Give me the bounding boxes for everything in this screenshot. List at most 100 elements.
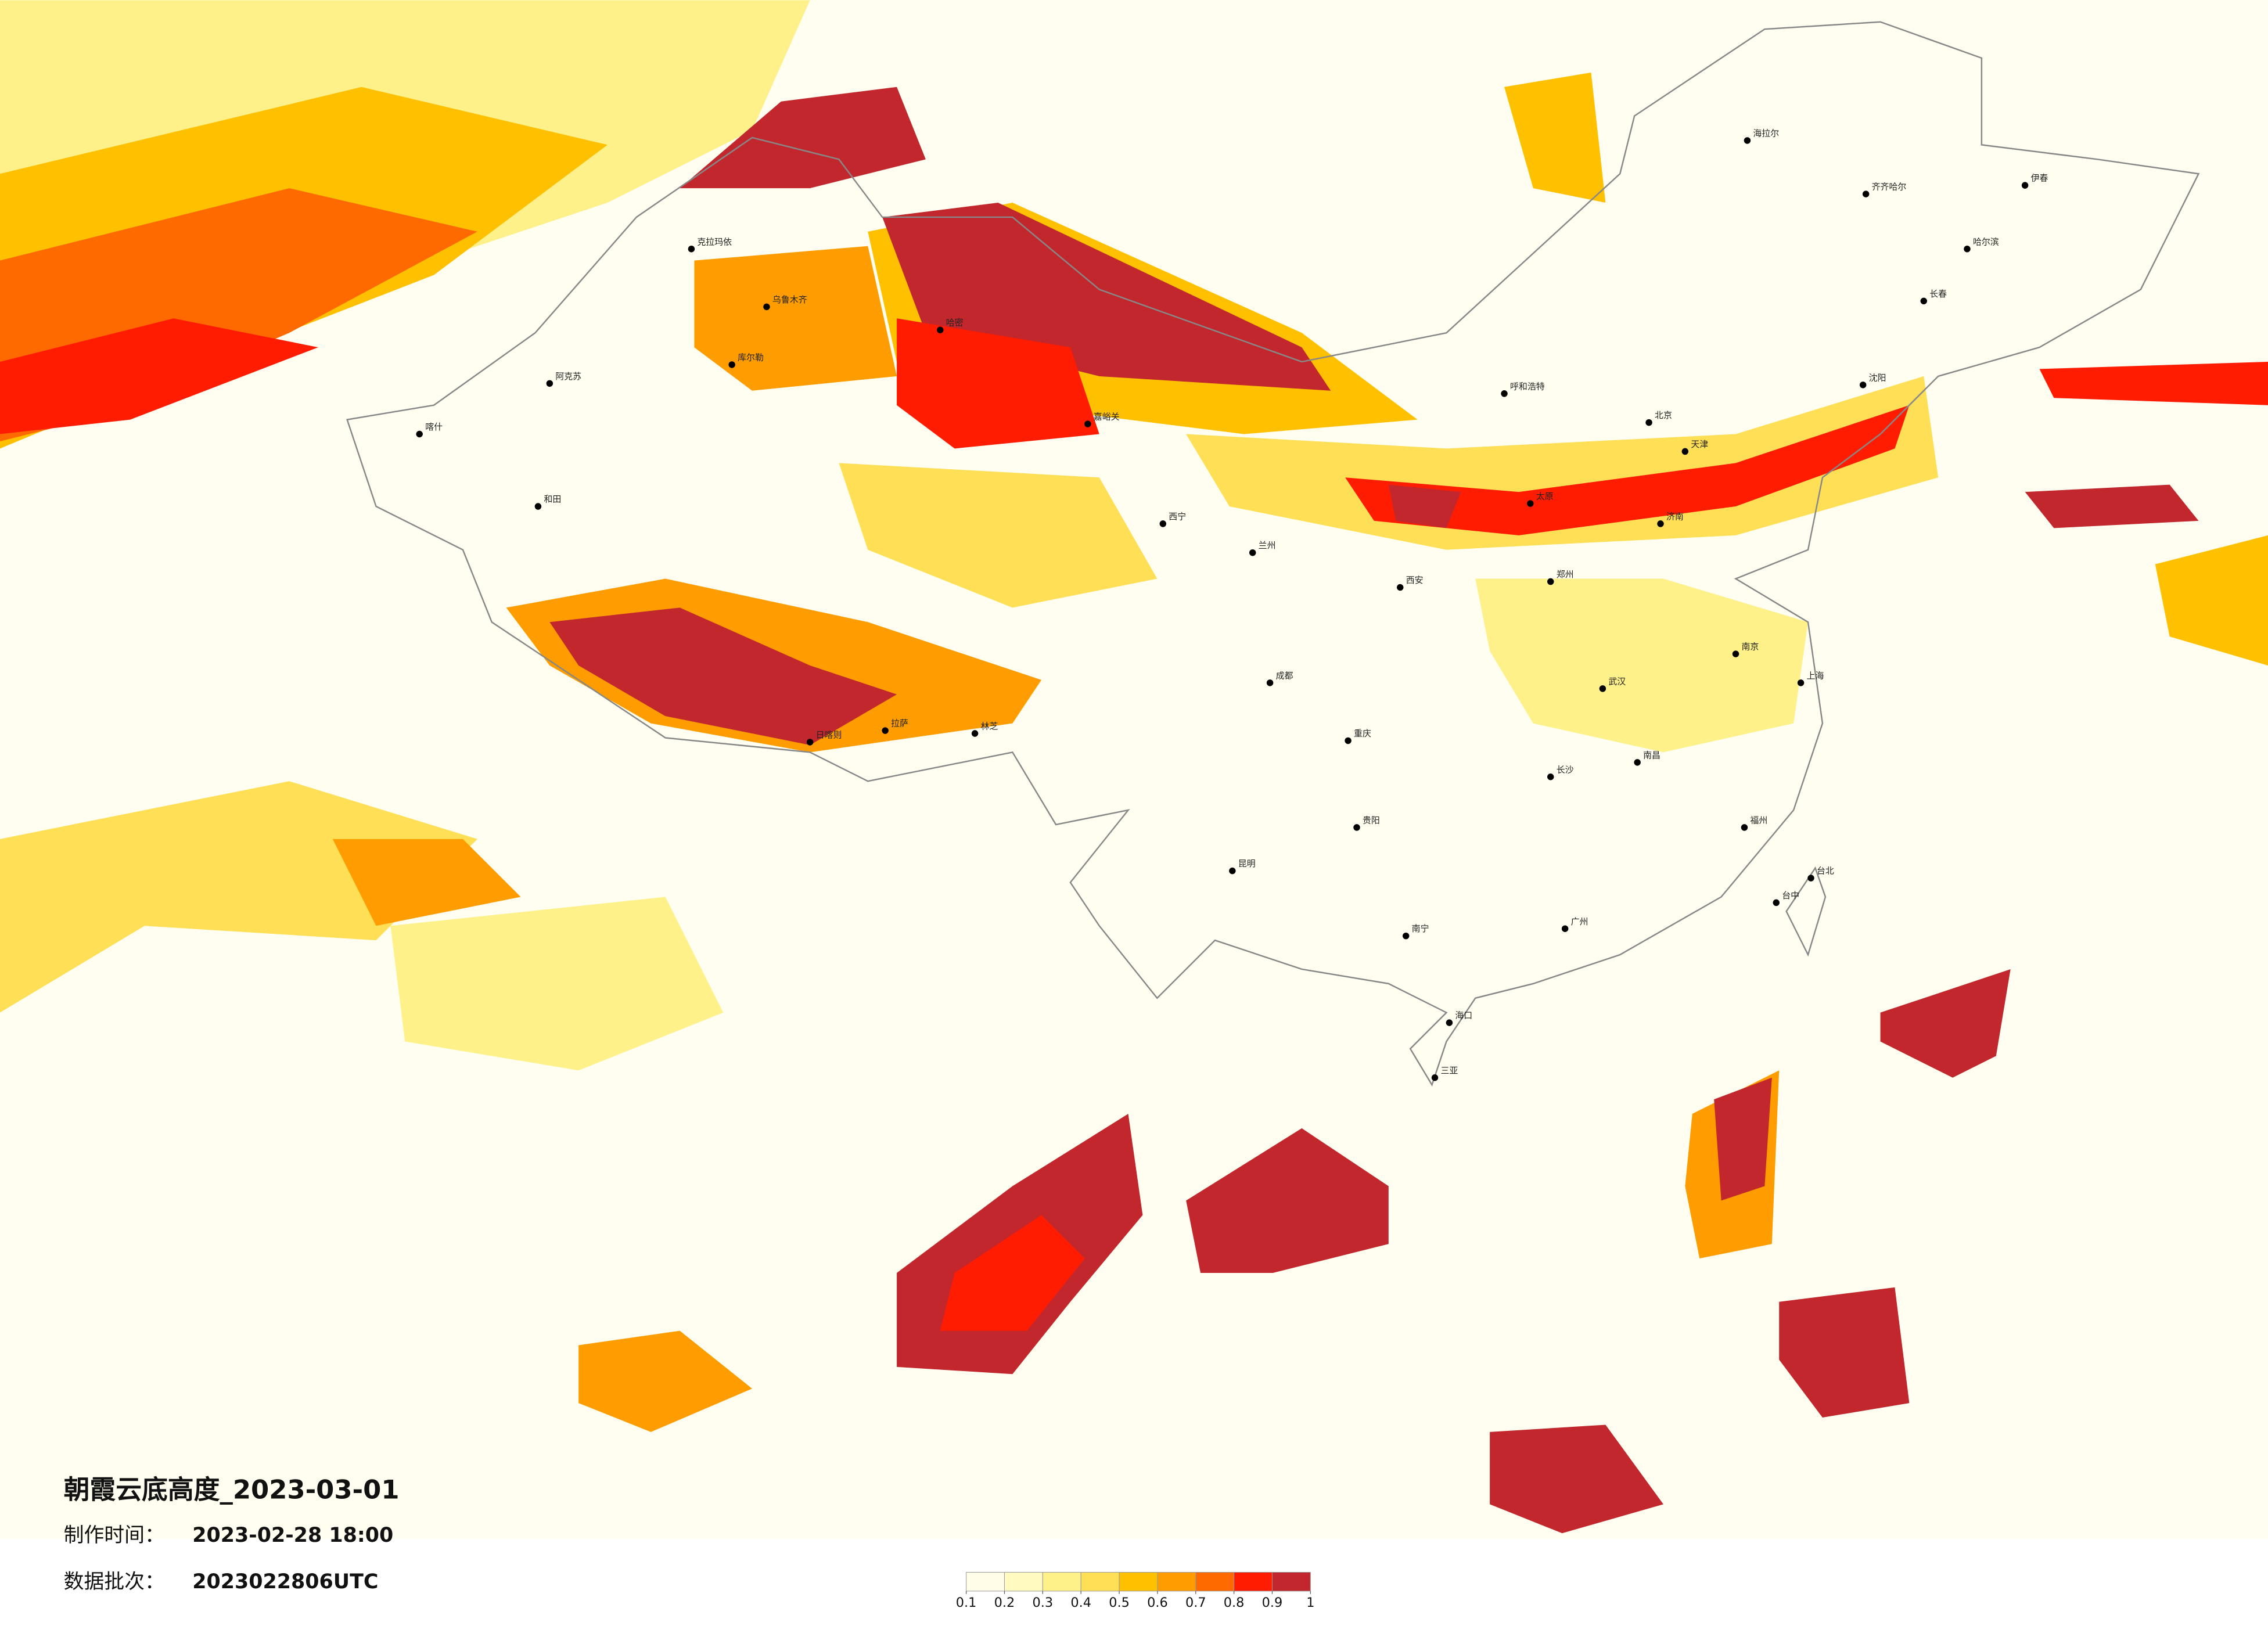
city-dot bbox=[1773, 899, 1780, 906]
city-label: 乌鲁木齐 bbox=[772, 294, 807, 305]
city-dot bbox=[2021, 182, 2029, 189]
city-label: 成都 bbox=[1276, 670, 1293, 681]
colorbar-swatch bbox=[1004, 1571, 1043, 1592]
city-label: 北京 bbox=[1655, 410, 1672, 420]
city-dot bbox=[1266, 679, 1274, 686]
city-label: 台中 bbox=[1782, 890, 1799, 901]
city-label: 长春 bbox=[1929, 289, 1947, 299]
colorbar-swatch bbox=[1080, 1571, 1120, 1592]
map-title: 朝霞云底高度_2023-03-01 bbox=[64, 1474, 400, 1505]
taiwan-border bbox=[1785, 866, 1827, 957]
city-label: 兰州 bbox=[1259, 540, 1276, 551]
city-dot bbox=[1797, 679, 1805, 686]
city-label: 沈阳 bbox=[1869, 372, 1886, 383]
city-label: 海口 bbox=[1455, 1010, 1472, 1021]
city-dot bbox=[1159, 520, 1167, 527]
city-label: 昆明 bbox=[1238, 858, 1256, 869]
city-dot bbox=[1249, 549, 1256, 556]
colorbar-swatch bbox=[1195, 1571, 1235, 1592]
city-label: 拉萨 bbox=[891, 718, 908, 729]
city-dot bbox=[1397, 584, 1404, 591]
city-label: 武汉 bbox=[1608, 676, 1626, 686]
city-dot bbox=[1353, 824, 1360, 831]
made-time: 2023-02-28 18:00 bbox=[192, 1524, 393, 1547]
city-label: 重庆 bbox=[1354, 728, 1371, 739]
colorbar-tick-label: 0.2 bbox=[994, 1595, 1015, 1610]
city-label: 海拉尔 bbox=[1753, 128, 1779, 138]
colorbar-tick-label: 0.6 bbox=[1147, 1595, 1168, 1610]
city-dot bbox=[937, 326, 944, 333]
city-label: 库尔勒 bbox=[738, 352, 764, 362]
city-dot bbox=[1446, 1019, 1453, 1026]
city-label: 嘉峪关 bbox=[1094, 412, 1120, 422]
colorbar-swatch bbox=[1234, 1571, 1273, 1592]
city-label: 西宁 bbox=[1169, 511, 1186, 521]
city-label: 南宁 bbox=[1412, 923, 1429, 934]
city-label: 哈尔滨 bbox=[1973, 236, 1999, 247]
city-dot bbox=[806, 739, 814, 746]
colorbar-swatch bbox=[1271, 1571, 1311, 1592]
city-dot bbox=[1964, 246, 1971, 253]
city-label: 郑州 bbox=[1557, 569, 1574, 580]
city-label: 伊春 bbox=[2031, 173, 2048, 184]
city-label: 贵阳 bbox=[1363, 815, 1380, 825]
city-label: 上海 bbox=[1807, 670, 1824, 681]
city-dot bbox=[1634, 759, 1641, 766]
city-dot bbox=[546, 380, 553, 387]
city-dot bbox=[1561, 925, 1569, 932]
city-label: 克拉玛依 bbox=[697, 236, 732, 247]
city-label: 天津 bbox=[1691, 439, 1708, 449]
city-dot bbox=[1084, 420, 1091, 427]
city-dot bbox=[688, 246, 695, 253]
city-dot bbox=[1527, 500, 1534, 507]
city-label: 西安 bbox=[1406, 575, 1424, 585]
colorbar-tick-label: 0.3 bbox=[1033, 1595, 1054, 1610]
country-border bbox=[346, 21, 2200, 1087]
city-label: 日喀则 bbox=[816, 729, 842, 740]
colorbar-tick-label: 0.1 bbox=[956, 1595, 977, 1610]
city-dot bbox=[1859, 382, 1867, 388]
city-label: 南京 bbox=[1741, 642, 1759, 652]
city-dot bbox=[1732, 650, 1739, 657]
city-dot bbox=[1599, 685, 1606, 692]
colorbar: 0.1 0.2 0.3 0.4 0.5 0.6 0.7 0.8 0.9 1 bbox=[956, 1571, 1314, 1610]
city-label: 呼和浩特 bbox=[1510, 381, 1545, 391]
city-dot bbox=[1681, 448, 1689, 455]
city-label: 和田 bbox=[544, 494, 561, 505]
city-label: 三亚 bbox=[1440, 1065, 1458, 1075]
city-dot bbox=[1807, 875, 1814, 882]
city-label: 齐齐哈尔 bbox=[1872, 182, 1907, 192]
city-dot bbox=[728, 361, 735, 368]
city-dot bbox=[1657, 520, 1664, 527]
made-label: 制作时间： bbox=[64, 1524, 165, 1547]
batch-label: 数据批次： bbox=[64, 1570, 165, 1593]
colorbar-swatch bbox=[1042, 1571, 1081, 1592]
city-label: 阿克苏 bbox=[555, 371, 581, 382]
city-dot bbox=[1402, 932, 1410, 940]
colorbar-tick-label: 0.7 bbox=[1185, 1595, 1206, 1610]
cloud-field bbox=[0, 0, 2268, 1534]
city-label: 哈密 bbox=[946, 318, 964, 328]
city-dot bbox=[1501, 390, 1508, 397]
city-dot bbox=[1744, 137, 1751, 144]
city-dot bbox=[1431, 1074, 1439, 1081]
colorbar-swatch bbox=[1119, 1571, 1158, 1592]
city-label: 长沙 bbox=[1557, 764, 1574, 775]
colorbar-tick-label: 0.8 bbox=[1224, 1595, 1245, 1610]
city-label: 台北 bbox=[1817, 866, 1834, 876]
city-label: 济南 bbox=[1666, 511, 1684, 521]
city-dot bbox=[1920, 297, 1928, 305]
city-dot bbox=[1229, 867, 1236, 875]
city-dot bbox=[1547, 578, 1554, 585]
colorbar-swatch bbox=[966, 1571, 1005, 1592]
city-dot bbox=[882, 727, 889, 734]
city-label: 福州 bbox=[1750, 815, 1767, 825]
city-label: 南昌 bbox=[1643, 750, 1660, 760]
colorbar-swatch bbox=[1157, 1571, 1196, 1592]
city-dot bbox=[416, 430, 423, 438]
colorbar-tick-label: 0.9 bbox=[1262, 1595, 1283, 1610]
colorbar-tick-label: 0.4 bbox=[1070, 1595, 1091, 1610]
batch-id: 2023022806UTC bbox=[192, 1570, 378, 1593]
